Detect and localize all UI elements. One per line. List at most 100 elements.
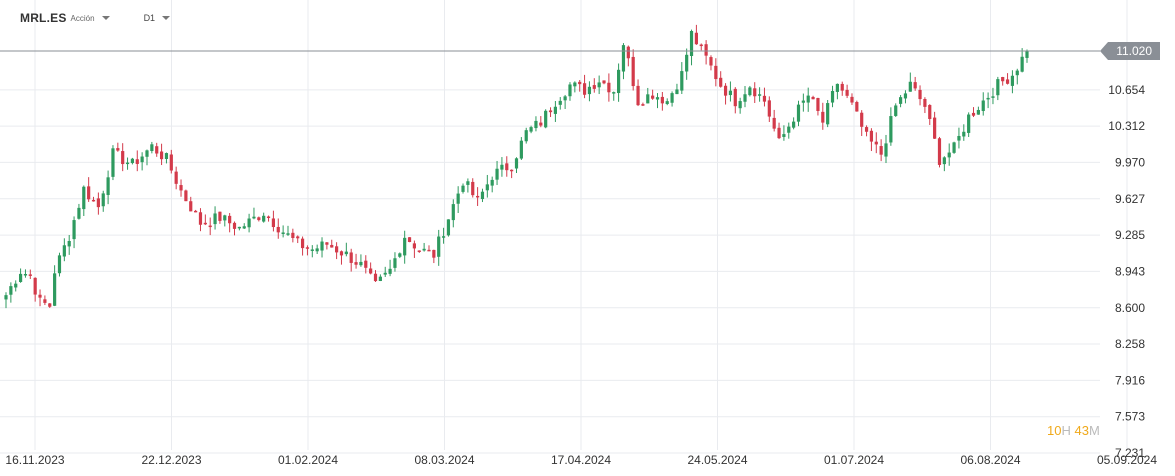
candle-up <box>787 122 791 139</box>
candle-body <box>957 135 961 141</box>
candle-up <box>689 29 694 66</box>
symbol-dropdown-icon[interactable] <box>101 16 110 20</box>
candle-body <box>451 204 455 221</box>
candle-body <box>655 97 660 100</box>
price-tick-label: 7.573 <box>1115 410 1145 424</box>
candle-body <box>140 156 144 163</box>
candle-down <box>699 43 703 51</box>
candle-up <box>962 124 966 141</box>
time-tick-label: 22.12.2023 <box>141 453 201 467</box>
candle-down <box>432 249 436 264</box>
candle-body <box>101 193 105 207</box>
timeframe-label[interactable]: D1 <box>143 13 156 23</box>
candle-down <box>719 71 723 88</box>
candle-up <box>782 125 786 141</box>
candle-body <box>986 97 990 100</box>
candle-up <box>378 274 382 282</box>
candle-body <box>441 236 446 238</box>
candle-body <box>354 262 358 265</box>
candle-down <box>96 192 100 215</box>
candle-up <box>942 156 946 172</box>
candle-down <box>135 150 139 172</box>
price-tick-label: 10.654 <box>1108 83 1145 97</box>
candle-up <box>806 87 810 112</box>
candle-down <box>850 93 854 105</box>
candle-down <box>325 242 329 250</box>
candle-down <box>43 295 47 306</box>
candle-body <box>339 251 344 256</box>
candle-up <box>996 76 1000 101</box>
candle-body <box>709 57 713 66</box>
chart-toolbar: MRL.ES Acción D1 <box>20 8 171 28</box>
candle-body <box>563 96 567 101</box>
candle-body <box>723 85 728 96</box>
candle-up <box>310 245 314 258</box>
candle-body <box>28 274 32 276</box>
candle-up <box>315 244 319 255</box>
candle-down <box>174 166 178 190</box>
candle-down <box>300 236 305 256</box>
candle-down <box>753 82 757 104</box>
timeframe-dropdown-icon[interactable] <box>162 16 171 20</box>
candle-body <box>18 273 23 282</box>
candle-body <box>315 248 319 252</box>
candle-down <box>704 40 708 65</box>
candle-down <box>291 228 295 243</box>
candle-body <box>762 95 767 102</box>
candle-body <box>860 112 864 127</box>
candle-body <box>330 244 334 248</box>
candle-body <box>300 238 305 249</box>
candle-body <box>437 236 441 257</box>
candle-up <box>18 268 23 283</box>
candle-body <box>816 97 820 111</box>
candle-body <box>568 84 572 97</box>
candle-down <box>38 289 42 307</box>
candle-down <box>709 55 713 71</box>
candle-up <box>490 176 494 193</box>
candle-down <box>276 218 280 239</box>
candle-body <box>626 46 630 59</box>
candle-up <box>403 230 407 264</box>
candle-body <box>714 65 718 80</box>
candle-body <box>933 117 937 139</box>
symbol-label[interactable]: MRL.ES <box>20 11 67 25</box>
candle-body <box>850 96 854 103</box>
price-tick-label: 8.600 <box>1115 301 1145 315</box>
candle-down <box>928 104 932 125</box>
candle-body <box>466 181 470 185</box>
candle-up <box>835 83 839 100</box>
candle-up <box>72 216 76 249</box>
price-tick-label: 7.916 <box>1115 373 1145 387</box>
candle-body <box>232 222 237 229</box>
time-axis: 16.11.2023 22.12.2023 01.02.2024 08.03.2024… <box>5 453 1157 467</box>
candle-body <box>704 44 708 56</box>
candle-up <box>77 203 81 220</box>
candle-body <box>286 233 290 235</box>
candle-down <box>266 215 271 222</box>
candle-down <box>860 110 864 136</box>
candle-body <box>242 226 246 229</box>
candle-body <box>169 154 173 171</box>
candle-body <box>48 303 52 307</box>
candle-up <box>903 90 908 104</box>
candle-down <box>816 97 820 116</box>
candle-down <box>476 187 480 206</box>
candle-body <box>869 130 874 142</box>
candle-down <box>169 149 173 174</box>
candle-up <box>957 127 961 149</box>
candle-down <box>159 143 164 166</box>
candle-up <box>461 183 465 194</box>
candle-body <box>155 146 159 154</box>
candle-body <box>553 106 557 114</box>
candle-up <box>456 186 460 213</box>
candle-up <box>388 259 392 277</box>
candle-down <box>335 242 339 260</box>
candle-body <box>417 250 421 252</box>
candle-up <box>529 125 533 134</box>
candle-down <box>116 142 120 152</box>
candle-body <box>344 251 348 255</box>
candle-body <box>685 54 689 72</box>
candle-down <box>602 80 606 85</box>
candle-up <box>23 269 28 278</box>
candle-body <box>164 153 169 159</box>
